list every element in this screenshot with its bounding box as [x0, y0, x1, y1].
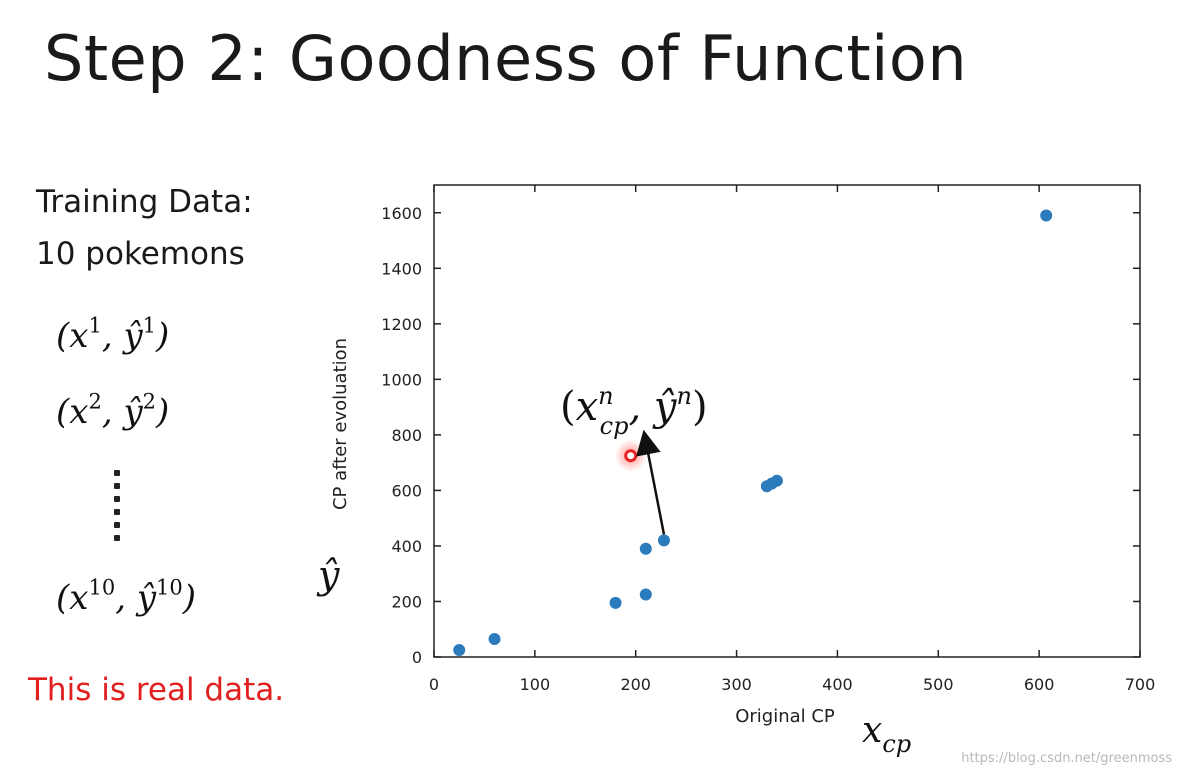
data-point: [488, 632, 501, 645]
data-point: [609, 596, 622, 609]
training-pair-10: (x10, ŷ10): [56, 575, 197, 618]
highlighted-data-point: [624, 449, 638, 463]
x-tick-label: 200: [620, 675, 651, 694]
data-point: [639, 588, 652, 601]
x-axis-label: Original CP: [735, 706, 835, 727]
vertical-ellipsis-icon: [112, 470, 122, 548]
x-tick-label: 400: [822, 675, 853, 694]
data-point: [657, 534, 670, 547]
watermark: https://blog.csdn.net/greenmoss: [961, 751, 1172, 766]
y-axis-label: CP after evoluation: [330, 338, 351, 510]
training-data-label: Training Data:: [36, 184, 253, 220]
x-tick-label: 0: [429, 675, 439, 694]
y-tick-label: 800: [391, 426, 422, 445]
x-tick-label: 100: [520, 675, 551, 694]
x-tick-label: 600: [1024, 675, 1055, 694]
real-data-note: This is real data.: [28, 672, 285, 708]
y-tick-label: 600: [391, 481, 422, 500]
training-pair-2: (x2, ŷ2): [56, 389, 170, 432]
training-pair-1: (x1, ŷ1): [56, 313, 170, 356]
y-tick-label: 0: [412, 648, 422, 667]
plot-frame: [433, 184, 1141, 658]
y-tick-label: 1400: [381, 259, 422, 278]
highlight-point-annotation: (xn cp, ŷn): [560, 382, 708, 440]
pokemon-count-label: 10 pokemons: [36, 236, 245, 272]
data-point: [770, 474, 783, 487]
y-math-label: ŷ: [316, 553, 340, 597]
y-tick-label: 400: [391, 537, 422, 556]
y-tick-label: 1200: [381, 315, 422, 334]
y-tick-label: 1600: [381, 204, 422, 223]
data-point: [453, 644, 466, 657]
y-tick-label: 1000: [381, 370, 422, 389]
data-point: [1040, 209, 1053, 222]
annotation-arrow: [636, 429, 666, 535]
training-data-text: Training Data: 10 pokemons: [36, 176, 253, 280]
x-tick-label: 300: [721, 675, 752, 694]
x-tick-label: 500: [923, 675, 954, 694]
x-math-label: xcp: [862, 710, 911, 758]
slide-title: Step 2: Goodness of Function: [44, 22, 968, 95]
x-tick-label: 700: [1125, 675, 1156, 694]
y-tick-label: 200: [391, 592, 422, 611]
data-point: [639, 542, 652, 555]
